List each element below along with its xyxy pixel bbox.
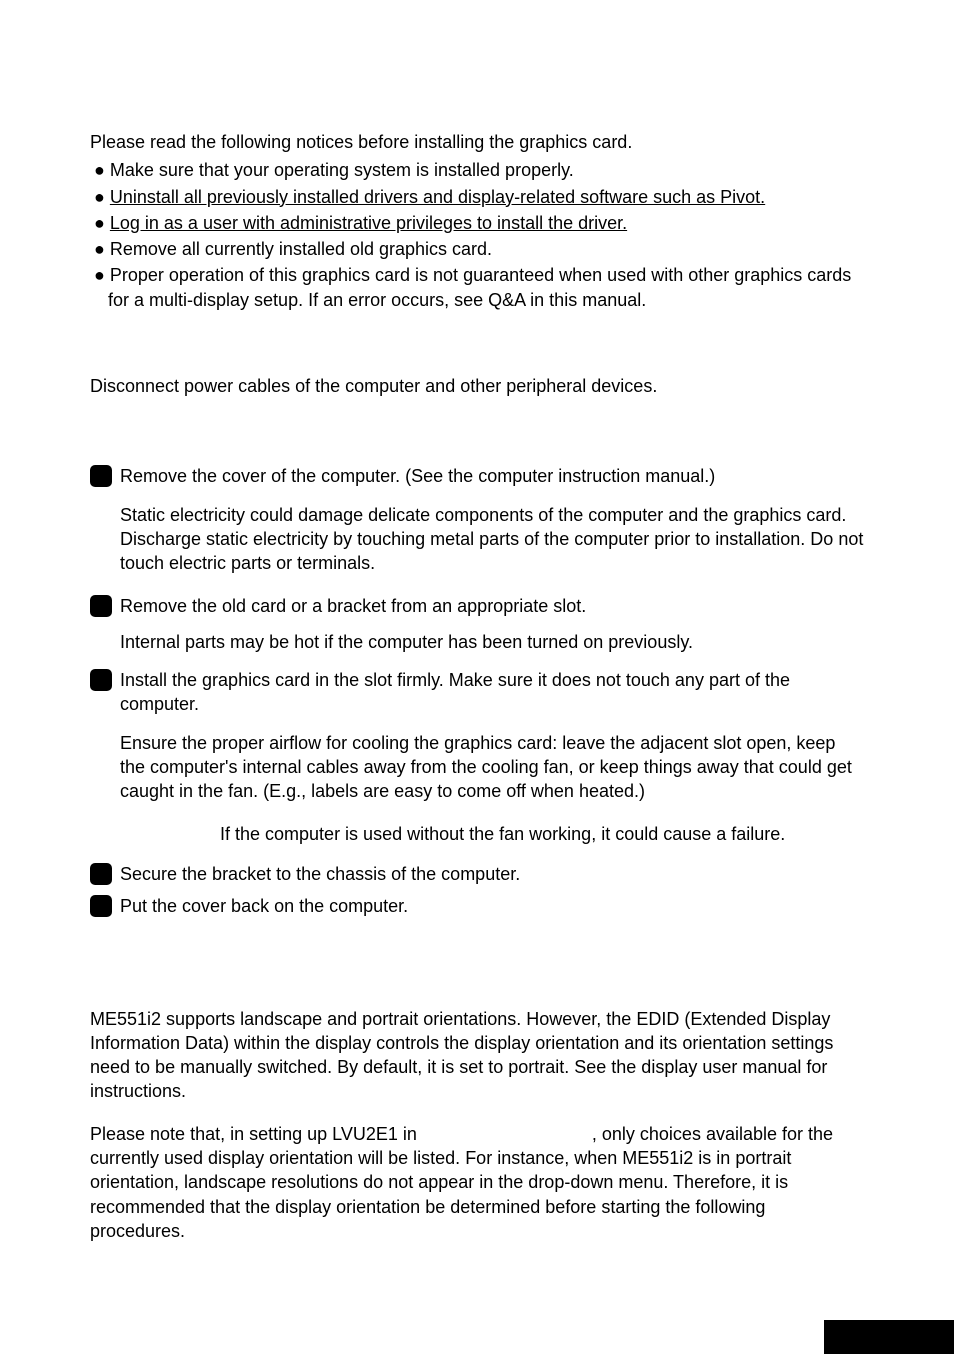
notice-item: Proper operation of this graphics card i… bbox=[90, 263, 864, 312]
step-text: Remove the cover of the computer. (See t… bbox=[120, 464, 864, 488]
orientation-paragraph-1: ME551i2 supports landscape and portrait … bbox=[90, 1007, 864, 1104]
step-marker-icon bbox=[90, 595, 112, 617]
notice-item: Log in as a user with administrative pri… bbox=[90, 211, 864, 235]
footer-black-box bbox=[824, 1320, 954, 1354]
step-4: Secure the bracket to the chassis of the… bbox=[90, 862, 864, 886]
step-2-note: Internal parts may be hot if the compute… bbox=[90, 630, 864, 654]
step-2: Remove the old card or a bracket from an… bbox=[90, 594, 864, 618]
step-1-note: Static electricity could damage delicate… bbox=[90, 503, 864, 576]
notice-text: Proper operation of this graphics card i… bbox=[108, 265, 851, 309]
step-marker-icon bbox=[90, 863, 112, 885]
intro-line: Please read the following notices before… bbox=[90, 130, 864, 154]
step-5: Put the cover back on the computer. bbox=[90, 894, 864, 918]
step-1: Remove the cover of the computer. (See t… bbox=[90, 464, 864, 488]
step-3: Install the graphics card in the slot fi… bbox=[90, 668, 864, 717]
disconnect-instruction: Disconnect power cables of the computer … bbox=[90, 374, 864, 398]
step-marker-icon bbox=[90, 465, 112, 487]
step-marker-icon bbox=[90, 669, 112, 691]
step-text: Put the cover back on the computer. bbox=[120, 894, 864, 918]
step-text: Secure the bracket to the chassis of the… bbox=[120, 862, 864, 886]
notice-text: Remove all currently installed old graph… bbox=[110, 239, 492, 259]
step-3-note: Ensure the proper airflow for cooling th… bbox=[90, 731, 864, 804]
notice-item: Remove all currently installed old graph… bbox=[90, 237, 864, 261]
step-text: Install the graphics card in the slot fi… bbox=[120, 668, 864, 717]
notice-text: Log in as a user with administrative pri… bbox=[110, 213, 627, 233]
p2-part-a: Please note that, in setting up LVU2E1 i… bbox=[90, 1124, 422, 1144]
document-page: Please read the following notices before… bbox=[0, 0, 954, 1243]
notice-item: Make sure that your operating system is … bbox=[90, 158, 864, 182]
step-text: Remove the old card or a bracket from an… bbox=[120, 594, 864, 618]
notice-list: Make sure that your operating system is … bbox=[90, 158, 864, 312]
step-marker-icon bbox=[90, 895, 112, 917]
notice-text: Make sure that your operating system is … bbox=[110, 160, 574, 180]
notice-item: Uninstall all previously installed drive… bbox=[90, 185, 864, 209]
step-3-caution: If the computer is used without the fan … bbox=[90, 822, 864, 846]
orientation-paragraph-2: Please note that, in setting up LVU2E1 i… bbox=[90, 1122, 864, 1243]
notice-text: Uninstall all previously installed drive… bbox=[110, 187, 765, 207]
